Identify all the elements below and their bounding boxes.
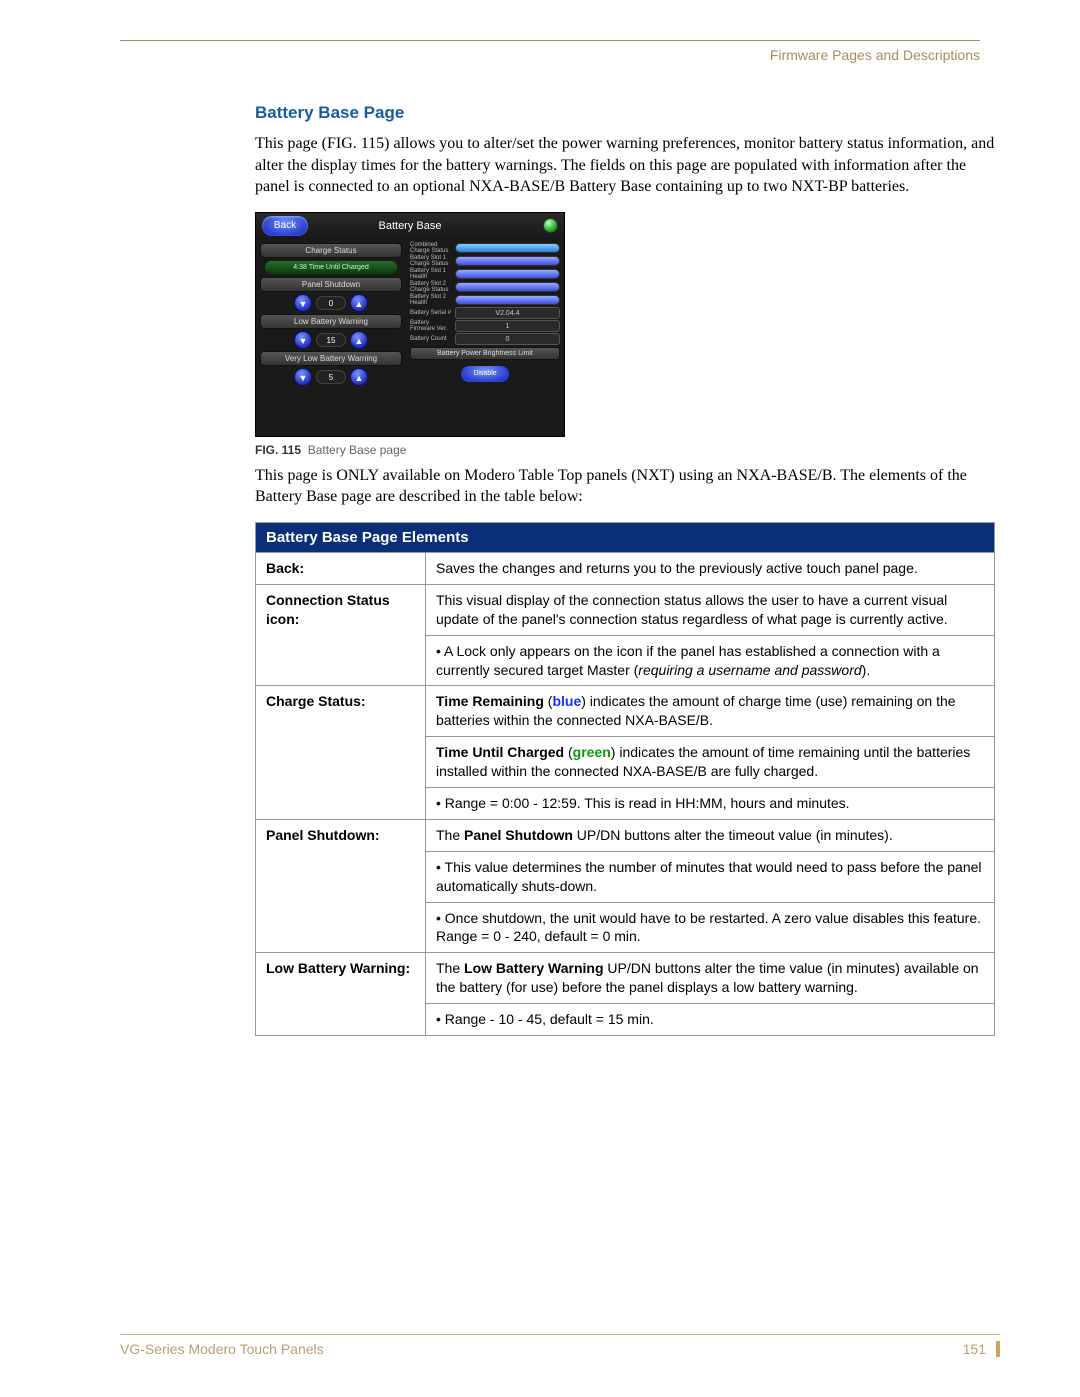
figure-caption: FIG. 115 Battery Base page [255, 443, 995, 457]
page-footer: VG-Series Modero Touch Panels 151 [120, 1334, 1000, 1357]
battery-base-screenshot: Back Battery Base Charge Status 4:38 Tim… [255, 212, 565, 437]
header-section: Firmware Pages and Descriptions [120, 47, 980, 63]
table-row-desc: • A Lock only appears on the icon if the… [426, 635, 995, 686]
table-row-desc: The Panel Shutdown UP/DN buttons alter t… [426, 819, 995, 851]
back-button[interactable]: Back [262, 216, 308, 236]
table-row-desc: This visual display of the connection st… [426, 584, 995, 635]
table-row-label: Back: [256, 552, 426, 584]
time-until-charged: 4:38 Time Until Charged [264, 260, 398, 275]
page-number: 151 [963, 1341, 1000, 1357]
table-row-desc: Saves the changes and returns you to the… [426, 552, 995, 584]
status-row: Battery Slot 1 Charge Status [410, 255, 560, 267]
up-button[interactable]: ▲ [350, 294, 368, 312]
very-low-battery-value: 5 [316, 370, 346, 384]
status-bar [455, 256, 560, 266]
table-row-desc: • Range = 0:00 - 12:59. This is read in … [426, 787, 995, 819]
table-row-desc: • Once shutdown, the unit would have to … [426, 902, 995, 953]
figure-number: FIG. 115 [255, 443, 301, 457]
status-value-box: 1 [455, 320, 560, 332]
status-bar [455, 282, 560, 292]
charge-status-label: Charge Status [260, 243, 402, 258]
down-button[interactable]: ▼ [294, 294, 312, 312]
disable-button[interactable]: Disable [461, 366, 509, 382]
table-row-desc: Time Until Charged (green) indicates the… [426, 737, 995, 788]
status-row: Battery Slot 2 Health [410, 294, 560, 306]
status-value-box: V2.04.4 [455, 307, 560, 319]
table-title: Battery Base Page Elements [256, 522, 995, 552]
status-row: Battery Firmware Ver.1 [410, 320, 560, 332]
table-row-desc: • This value determines the number of mi… [426, 851, 995, 902]
status-row: Battery Slot 1 Health [410, 268, 560, 280]
intro-paragraph: This page (FIG. 115) allows you to alter… [255, 133, 995, 198]
status-row-label: Combined Charge Status [410, 242, 452, 254]
status-value-box: 0 [455, 333, 560, 345]
panel-shutdown-stepper: ▼ 0 ▲ [260, 294, 402, 312]
panel-title: Battery Base [379, 220, 442, 232]
table-row-label: Panel Shutdown: [256, 819, 426, 952]
table-row-desc: Time Remaining (blue) indicates the amou… [426, 686, 995, 737]
table-row-label: Charge Status: [256, 686, 426, 819]
panel-shutdown-value: 0 [316, 296, 346, 310]
status-row-label: Battery Slot 2 Charge Status [410, 281, 452, 293]
figure-caption-text: Battery Base page [308, 443, 407, 457]
panel-shutdown-label: Panel Shutdown [260, 277, 402, 292]
status-bar [455, 269, 560, 279]
low-battery-value: 15 [316, 333, 346, 347]
status-bar [455, 295, 560, 305]
status-row-label: Battery Slot 1 Charge Status [410, 255, 452, 267]
table-row-label: Low Battery Warning: [256, 953, 426, 1036]
brightness-limit-label: Battery Power Brightness Limit [410, 347, 560, 360]
status-row-label: Battery Slot 1 Health [410, 268, 452, 280]
top-rule [120, 40, 980, 41]
very-low-battery-label: Very Low Battery Warning [260, 351, 402, 366]
status-row: Combined Charge Status [410, 242, 560, 254]
table-row-desc: The Low Battery Warning UP/DN buttons al… [426, 953, 995, 1004]
figure-115: Back Battery Base Charge Status 4:38 Tim… [255, 212, 995, 457]
status-row: Battery Slot 2 Charge Status [410, 281, 560, 293]
status-row-label: Battery Serial # [410, 310, 452, 316]
status-bar [455, 243, 560, 253]
up-button[interactable]: ▲ [350, 331, 368, 349]
status-row-label: Battery Firmware Ver. [410, 320, 452, 332]
footer-doc-title: VG-Series Modero Touch Panels [120, 1341, 324, 1357]
down-button[interactable]: ▼ [294, 368, 312, 386]
table-row-label: Connection Status icon: [256, 584, 426, 686]
status-row-label: Battery Slot 2 Health [410, 294, 452, 306]
low-battery-label: Low Battery Warning [260, 314, 402, 329]
page-title: Battery Base Page [255, 103, 995, 123]
very-low-battery-stepper: ▼ 5 ▲ [260, 368, 402, 386]
connection-status-icon [543, 218, 558, 233]
status-row-label: Battery Count [410, 336, 452, 342]
up-button[interactable]: ▲ [350, 368, 368, 386]
low-battery-stepper: ▼ 15 ▲ [260, 331, 402, 349]
status-row: Battery Count0 [410, 333, 560, 345]
post-figure-paragraph: This page is ONLY available on Modero Ta… [255, 465, 995, 508]
down-button[interactable]: ▼ [294, 331, 312, 349]
elements-table: Battery Base Page Elements Back:Saves th… [255, 522, 995, 1036]
table-row-desc: • Range - 10 - 45, default = 15 min. [426, 1004, 995, 1036]
status-row: Battery Serial #V2.04.4 [410, 307, 560, 319]
